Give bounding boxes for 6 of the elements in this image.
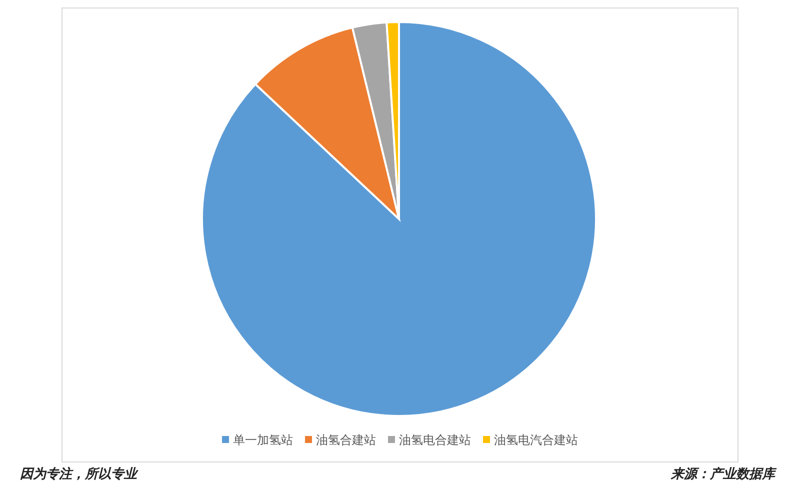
- legend-label: 单一加氢站: [233, 433, 293, 447]
- legend-label: 油氢电合建站: [399, 433, 471, 447]
- legend-label: 油氢电汽合建站: [494, 433, 578, 447]
- text: 因为专注，所以专业: [20, 466, 139, 482]
- legend-label: 油氢合建站: [316, 433, 376, 447]
- source-note: 来源：产业数据库: [670, 466, 777, 482]
